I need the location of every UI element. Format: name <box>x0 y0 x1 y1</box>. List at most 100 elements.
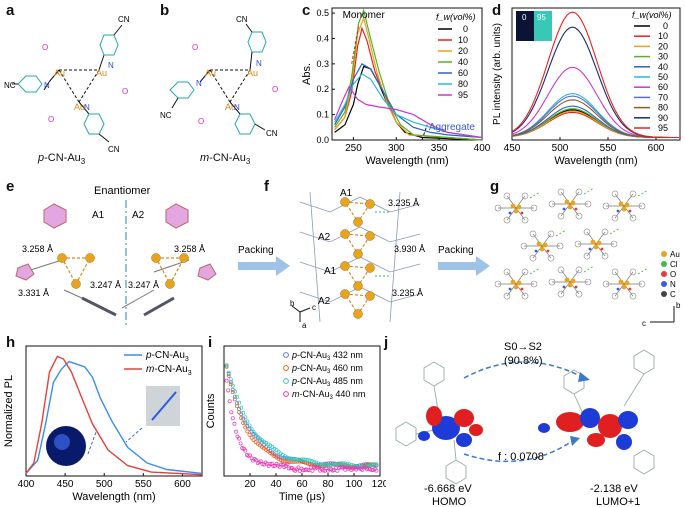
c-legend-60: 60 <box>458 68 468 78</box>
n-atom-1: N <box>44 81 50 90</box>
dist-3247-left: 3.247 Å <box>90 280 121 290</box>
d-legend-95: 95 <box>658 123 668 133</box>
transition-percent: (90.8%) <box>504 355 543 367</box>
h-xtick-600: 600 <box>174 479 191 490</box>
c-legend-20: 20 <box>458 46 468 56</box>
legend-atom-au <box>661 251 667 257</box>
i-point <box>231 417 234 420</box>
cn-group-1: CN <box>118 15 130 24</box>
i-point <box>233 422 236 425</box>
d-xtick-450: 450 <box>504 143 521 154</box>
au-atom-1: Au <box>54 68 65 78</box>
c-ytick-0.5: 0.5 <box>316 8 329 18</box>
caption-b: m-CN-Au3 <box>200 152 250 166</box>
d-inset-label-95: 95 <box>537 13 546 22</box>
c-legend-0: 0 <box>463 24 468 34</box>
i-legend-1: p-CN-Au3 460 nm <box>291 363 363 375</box>
o-atom-2: O <box>272 85 278 94</box>
c-ytick-0.4: 0.4 <box>316 33 329 43</box>
dist-3258-left: 3.258 Å <box>22 244 53 254</box>
packing-label-1: Packing <box>238 245 274 256</box>
o-atom-2: O <box>122 87 128 96</box>
c-xtick-350: 350 <box>431 143 448 154</box>
au-atom-2: Au <box>96 68 107 78</box>
structure-m-cn-au3: Au Au Au N N N O O O NC CN CN <box>160 10 300 160</box>
au-atom-2: Au <box>247 68 258 78</box>
homo-orbital <box>396 362 483 484</box>
i-xtick-100: 100 <box>346 479 363 490</box>
chart-d-pl: 450 500 550 600Wavelength (nm)PL intensity … <box>490 0 685 175</box>
h-xlabel: Wavelength (nm) <box>72 491 155 503</box>
legend-label-c: C <box>670 290 676 299</box>
c-legend-title: f_w(vol%) <box>436 12 476 22</box>
h-arrow-2 <box>126 428 142 442</box>
label-a1-top: A1 <box>340 188 353 199</box>
lattice-unit-3 <box>521 230 566 261</box>
i-point <box>310 460 313 463</box>
h-xtick-550: 550 <box>135 479 152 490</box>
orbital-diagram: S0→S2 (90.8%) f : 0.0708 -6.668 eV HOMO … <box>384 336 685 507</box>
i-xtick-40: 40 <box>270 479 282 490</box>
i-ylabel: Counts <box>206 393 217 428</box>
panel-label-f: f <box>264 178 269 195</box>
d-legend-40: 40 <box>658 62 668 72</box>
dist-3930: 3.930 Å <box>394 244 425 254</box>
dist-3235-bot: 3.235 Å <box>392 288 423 298</box>
lumo-orbital <box>538 350 654 474</box>
lattice-unit-4 <box>575 228 620 259</box>
c-legend-40: 40 <box>458 57 468 67</box>
d-legend-90: 90 <box>658 113 668 123</box>
dist-3258-right: 3.258 Å <box>174 244 205 254</box>
lattice-unit-6 <box>549 266 594 297</box>
lattice-unit-5 <box>495 268 540 299</box>
o-atom-3: O <box>198 117 204 126</box>
d-legend-30: 30 <box>658 52 668 62</box>
i-point <box>238 401 241 404</box>
d-series-50 <box>512 94 679 138</box>
legend-label-n: N <box>670 280 676 289</box>
packing-arrow-1: Packing <box>234 240 294 280</box>
i-point <box>234 430 237 433</box>
label-a2-mid: A2 <box>318 232 331 243</box>
cn-group-2: CN <box>266 129 278 138</box>
i-point <box>248 424 251 427</box>
i-xtick-60: 60 <box>296 479 308 490</box>
legend-atom-o <box>661 271 667 277</box>
au-atom-1: Au <box>205 68 216 78</box>
homo-energy: -6.668 eV <box>424 483 472 495</box>
i-point <box>311 469 314 472</box>
d-xtick-500: 500 <box>552 143 569 154</box>
packing-arrow-2: Packing <box>434 240 494 280</box>
nc-group: NC <box>4 81 16 90</box>
c-ylabel: Abs. <box>301 63 313 85</box>
i-point <box>238 411 241 414</box>
c-ytick-0.1: 0.1 <box>316 110 329 120</box>
g-axis-c: c <box>642 319 646 328</box>
h-legend-1: m-CN-Au3 <box>146 364 192 377</box>
i-point <box>239 442 242 445</box>
i-point <box>228 400 231 403</box>
lattice-unit-0 <box>495 192 540 223</box>
legend-atom-n <box>661 281 667 287</box>
d-inset-label-0: 0 <box>522 13 527 22</box>
d-legend-70: 70 <box>658 92 668 102</box>
d-xlabel: Wavelength (nm) <box>554 155 637 167</box>
g-axis-b: b <box>676 301 681 310</box>
legend-atom-cl <box>661 261 667 267</box>
c-legend-80: 80 <box>458 79 468 89</box>
h-arrow-1 <box>88 432 96 454</box>
i-legend-swatch-0 <box>284 353 289 358</box>
i-legend-0: p-CN-Au3 432 nm <box>291 350 363 362</box>
d-legend-0: 0 <box>663 21 668 31</box>
lumo-energy: -2.138 eV <box>590 483 638 495</box>
d-ylabel: PL intensity (arb. units) <box>492 23 503 125</box>
d-legend-50: 50 <box>658 72 668 82</box>
d-xtick-600: 600 <box>648 143 665 154</box>
structure-p-cn-au3: Au Au Au N N N O O O NC CN CN <box>4 10 152 160</box>
o-atom-1: O <box>192 43 198 52</box>
i-legend-2: p-CN-Au3 485 nm <box>291 376 363 388</box>
i-point <box>230 411 233 414</box>
i-point <box>246 430 249 433</box>
i-point <box>242 421 245 424</box>
enantiomer-structures: Enantiomer A1 A2 3.258 Å 3.258 Å 3.331 Å… <box>4 180 234 330</box>
